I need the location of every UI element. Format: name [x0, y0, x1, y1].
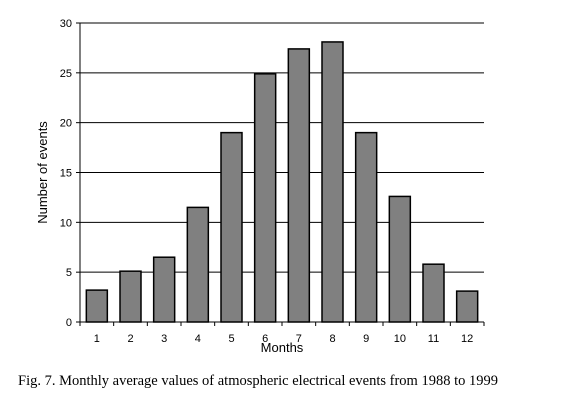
bar	[85, 289, 109, 323]
bar	[287, 48, 311, 323]
gridlines	[80, 22, 484, 273]
x-tick-label: 7	[296, 333, 302, 345]
y-tick-label: 30	[60, 18, 72, 30]
x-tick-label: 9	[363, 333, 369, 345]
x-tick-label: 6	[262, 333, 268, 345]
x-tick-labels: 1 2 3 4 5 6 7 8 9 10 11 12	[79, 322, 485, 345]
y-axis-label: Number of events	[35, 121, 50, 224]
bar	[152, 256, 176, 323]
x-tick-label: 8	[329, 333, 335, 345]
y-tick-label: 0	[66, 317, 72, 329]
y-tick-label: 25	[60, 68, 72, 80]
x-axis-label: Months	[261, 340, 304, 355]
bar	[186, 206, 210, 323]
figure-caption: Fig. 7. Monthly average values of atmosp…	[18, 373, 498, 389]
bar	[354, 131, 378, 323]
y-tick-labels: 0 5 10 15 20 25 30	[60, 18, 80, 329]
x-tick-label: 12	[461, 333, 473, 345]
bar	[253, 73, 277, 323]
x-tick-label: 5	[228, 333, 234, 345]
y-tick-label: 5	[66, 267, 72, 279]
y-tick-label: 15	[60, 168, 72, 180]
bar	[422, 263, 445, 323]
x-tick-label: 10	[394, 333, 406, 345]
bar	[220, 131, 243, 323]
bar	[321, 41, 344, 323]
x-tick-label: 4	[195, 333, 201, 345]
y-tick-label: 20	[60, 118, 72, 130]
x-tick-label: 11	[428, 333, 439, 345]
bars	[85, 41, 479, 323]
bar	[119, 270, 142, 323]
x-tick-label: 2	[127, 333, 133, 345]
bar	[455, 290, 479, 323]
x-tick-label: 1	[94, 333, 100, 345]
x-tick-label: 3	[161, 333, 167, 345]
y-tick-label: 10	[60, 217, 72, 229]
bar	[388, 195, 412, 323]
